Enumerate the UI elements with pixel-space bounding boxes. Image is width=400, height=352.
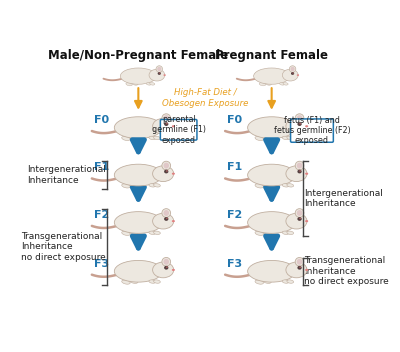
Text: parental
germline (F1)
exposed: parental germline (F1) exposed (152, 115, 206, 145)
Ellipse shape (149, 69, 165, 81)
Ellipse shape (305, 269, 308, 271)
Ellipse shape (263, 136, 271, 140)
Ellipse shape (259, 83, 266, 86)
Ellipse shape (287, 231, 294, 234)
Ellipse shape (295, 161, 304, 170)
Ellipse shape (122, 280, 130, 284)
Circle shape (164, 217, 168, 221)
Circle shape (297, 217, 302, 221)
Ellipse shape (122, 231, 130, 235)
Ellipse shape (282, 280, 289, 283)
Ellipse shape (122, 184, 130, 188)
Ellipse shape (132, 82, 138, 85)
Circle shape (166, 218, 168, 219)
Ellipse shape (154, 184, 160, 187)
Text: F1: F1 (94, 163, 109, 172)
Ellipse shape (286, 166, 307, 182)
Circle shape (299, 218, 301, 219)
Ellipse shape (263, 183, 271, 187)
Circle shape (164, 266, 168, 270)
Ellipse shape (164, 74, 166, 76)
Circle shape (297, 170, 302, 174)
Ellipse shape (149, 231, 156, 234)
Ellipse shape (305, 125, 308, 127)
Ellipse shape (248, 260, 296, 282)
Ellipse shape (153, 262, 174, 278)
Ellipse shape (255, 280, 264, 284)
Ellipse shape (150, 83, 155, 85)
Circle shape (299, 266, 301, 268)
Text: F2: F2 (94, 210, 109, 220)
Ellipse shape (297, 210, 302, 216)
Ellipse shape (114, 212, 162, 233)
Ellipse shape (157, 67, 161, 71)
Ellipse shape (297, 74, 299, 76)
Ellipse shape (287, 184, 294, 187)
Ellipse shape (130, 183, 138, 187)
Ellipse shape (156, 66, 162, 72)
Ellipse shape (248, 117, 296, 138)
Circle shape (292, 73, 294, 74)
Ellipse shape (295, 114, 304, 122)
Ellipse shape (130, 136, 138, 140)
Ellipse shape (164, 115, 169, 121)
Circle shape (291, 72, 294, 75)
Circle shape (159, 73, 160, 74)
Ellipse shape (164, 163, 169, 169)
Ellipse shape (255, 184, 264, 188)
Ellipse shape (248, 212, 296, 233)
Ellipse shape (255, 231, 264, 235)
Ellipse shape (282, 231, 289, 234)
Circle shape (166, 266, 168, 268)
Ellipse shape (297, 259, 302, 265)
Ellipse shape (295, 209, 304, 217)
Text: F1: F1 (227, 163, 242, 172)
Ellipse shape (114, 117, 162, 138)
Circle shape (297, 122, 302, 126)
Ellipse shape (153, 166, 174, 182)
Text: F0: F0 (227, 115, 242, 125)
Ellipse shape (114, 164, 162, 186)
Ellipse shape (263, 279, 271, 283)
Ellipse shape (153, 118, 174, 134)
Ellipse shape (286, 213, 307, 229)
Ellipse shape (255, 136, 264, 140)
Ellipse shape (290, 67, 295, 71)
Ellipse shape (149, 280, 156, 283)
Ellipse shape (122, 136, 130, 140)
Ellipse shape (172, 269, 175, 271)
Text: Intergenerational
Inheritance: Intergenerational Inheritance (27, 165, 106, 185)
Ellipse shape (248, 164, 296, 186)
Ellipse shape (164, 210, 169, 216)
Ellipse shape (287, 280, 294, 283)
Ellipse shape (287, 136, 294, 140)
Text: F3: F3 (227, 259, 242, 269)
FancyBboxPatch shape (290, 119, 333, 142)
Ellipse shape (172, 172, 175, 175)
Text: Transgenerational
Inheritance
no direct exposure: Transgenerational Inheritance no direct … (21, 232, 106, 262)
Ellipse shape (153, 213, 174, 229)
Circle shape (166, 123, 168, 124)
Circle shape (158, 72, 161, 75)
Ellipse shape (254, 68, 290, 84)
Ellipse shape (305, 172, 308, 175)
Ellipse shape (282, 69, 298, 81)
Ellipse shape (164, 259, 169, 265)
Ellipse shape (130, 279, 138, 283)
Ellipse shape (154, 136, 160, 140)
Ellipse shape (162, 257, 170, 266)
Ellipse shape (297, 115, 302, 121)
Ellipse shape (146, 83, 151, 85)
Text: F0: F0 (94, 115, 109, 125)
Ellipse shape (305, 220, 308, 222)
Text: Intergenerational
Inheritance: Intergenerational Inheritance (304, 189, 383, 208)
Ellipse shape (263, 231, 271, 234)
Ellipse shape (114, 260, 162, 282)
Text: Pregnant Female: Pregnant Female (215, 49, 328, 62)
Text: fetus (F1) and
fetus germline (F2)
exposed: fetus (F1) and fetus germline (F2) expos… (274, 116, 350, 145)
Ellipse shape (149, 184, 156, 187)
Ellipse shape (297, 163, 302, 169)
Ellipse shape (154, 280, 160, 283)
Ellipse shape (265, 82, 271, 85)
Circle shape (297, 266, 302, 270)
